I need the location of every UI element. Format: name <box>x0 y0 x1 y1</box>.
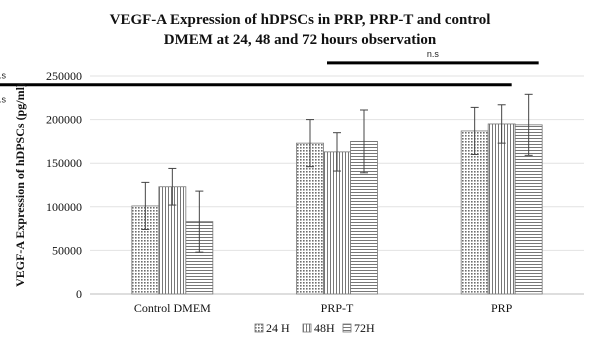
y-axis-label: VEGF-A Expression of hDPSCs (pg/ml) <box>13 83 27 287</box>
legend: 24 H 48H 72H <box>254 321 375 335</box>
legend-label: 72H <box>354 321 375 335</box>
y-tick-labels: 0 50000 100000 150000 200000 250000 <box>46 69 82 301</box>
x-tick-label: Control DMEM <box>134 301 211 315</box>
y-tick-label: 100000 <box>46 200 82 214</box>
legend-swatch <box>302 323 312 333</box>
y-tick-label: 50000 <box>52 243 82 257</box>
bar-1-0 <box>296 142 324 295</box>
legend-swatch <box>342 323 352 333</box>
bar-2-0 <box>460 130 489 295</box>
x-tick-label: PRP-T <box>321 301 354 315</box>
legend-label: 24 H <box>266 321 290 335</box>
bars <box>131 93 543 295</box>
y-tick-label: 150000 <box>46 156 82 170</box>
chart-title-line1: VEGF-A Expression of hDPSCs in PRP, PRP-… <box>110 12 491 28</box>
y-tick-label: 250000 <box>46 69 82 83</box>
legend-swatch <box>254 323 264 333</box>
y-tick-label: 200000 <box>46 113 82 127</box>
significance-label: n.s <box>427 49 440 59</box>
legend-label: 48H <box>314 321 335 335</box>
significance-label: n.s <box>0 94 6 104</box>
significance-annotations: n.s n.s n.s <box>0 49 539 104</box>
x-tick-labels: Control DMEM PRP-T PRP <box>134 301 513 315</box>
bar-1-1 <box>323 151 351 295</box>
y-tick-label: 0 <box>76 287 82 301</box>
bar-2-1 <box>487 123 516 295</box>
significance-label: n.s <box>0 71 6 81</box>
x-tick-label: PRP <box>491 301 513 315</box>
chart-title-line2: DMEM at 24, 48 and 72 hours observation <box>164 32 437 48</box>
